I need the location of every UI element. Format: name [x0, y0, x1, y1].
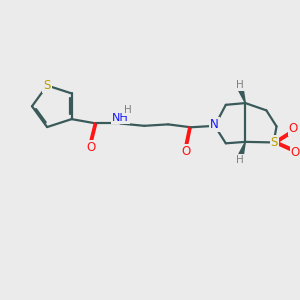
- Polygon shape: [239, 142, 245, 156]
- Text: O: O: [182, 145, 191, 158]
- Text: H: H: [124, 105, 131, 116]
- Polygon shape: [239, 89, 245, 103]
- Text: N: N: [210, 118, 219, 130]
- Text: NH: NH: [112, 113, 129, 123]
- Text: O: O: [86, 141, 96, 154]
- Text: O: O: [291, 146, 300, 159]
- Text: H: H: [236, 155, 243, 165]
- Text: O: O: [289, 122, 298, 135]
- Text: H: H: [236, 80, 243, 90]
- Text: S: S: [44, 79, 51, 92]
- Text: S: S: [271, 136, 278, 149]
